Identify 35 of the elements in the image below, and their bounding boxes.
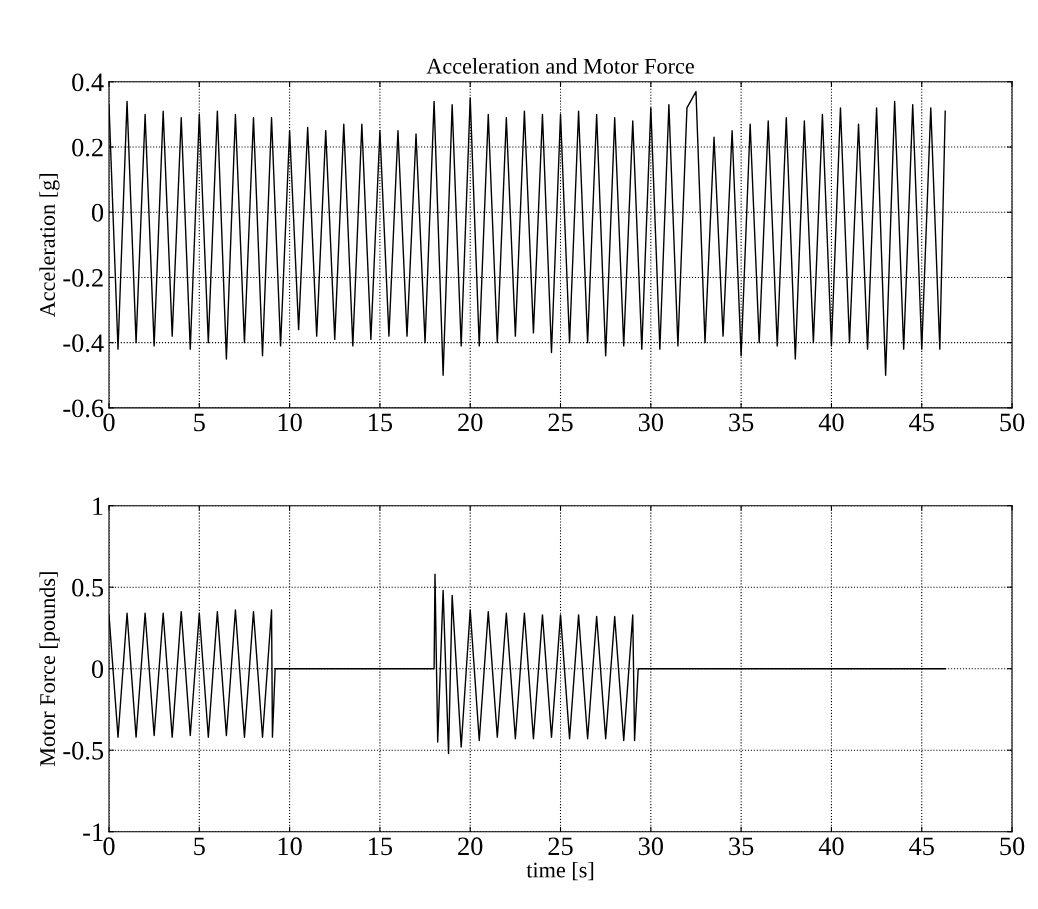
x-tick-label: 20 bbox=[458, 837, 483, 856]
x-tick-label: 30 bbox=[638, 837, 664, 856]
y-axis-title: Acceleration [g] bbox=[39, 174, 60, 318]
y-tick-label: -0.6 bbox=[63, 399, 104, 418]
x-tick-label: 25 bbox=[548, 837, 573, 856]
x-tick-label: 50 bbox=[1000, 837, 1025, 856]
x-tick-label: 5 bbox=[194, 837, 205, 856]
x-tick-label: 35 bbox=[729, 413, 754, 432]
y-tick-label: 0 bbox=[91, 660, 104, 679]
x-tick-label: 40 bbox=[818, 413, 844, 432]
x-tick-label: 20 bbox=[458, 413, 483, 432]
x-tick-label: 15 bbox=[369, 413, 393, 432]
x-tick-label: 10 bbox=[278, 413, 302, 432]
x-tick-label: 30 bbox=[638, 413, 664, 432]
y-tick-label: 0 bbox=[91, 203, 104, 222]
y-tick-label: 0.5 bbox=[72, 578, 104, 597]
y-axis-title: Motor Force [pounds] bbox=[39, 572, 60, 767]
y-tick-label: -1 bbox=[83, 823, 103, 841]
chart-title: Acceleration and Motor Force bbox=[426, 58, 694, 74]
x-tick-label: 35 bbox=[729, 837, 754, 856]
y-tick-label: -0.2 bbox=[63, 269, 103, 287]
x-tick-label: 40 bbox=[818, 837, 844, 856]
x-tick-label: 45 bbox=[909, 413, 934, 432]
x-tick-label: 5 bbox=[194, 413, 205, 432]
x-tick-label: 25 bbox=[548, 413, 573, 432]
y-tick-label: 1 bbox=[93, 497, 103, 515]
y-tick-label: 0.4 bbox=[72, 73, 104, 92]
x-tick-label: 45 bbox=[909, 837, 934, 856]
x-axis-title: time [s] bbox=[526, 861, 594, 881]
y-tick-label: -0.5 bbox=[63, 741, 104, 760]
x-tick-label: 10 bbox=[278, 837, 302, 856]
x-tick-label: 15 bbox=[369, 837, 393, 856]
y-tick-label: -0.4 bbox=[63, 334, 104, 353]
x-tick-label: 50 bbox=[1000, 413, 1025, 432]
y-tick-label: 0.2 bbox=[72, 138, 103, 157]
